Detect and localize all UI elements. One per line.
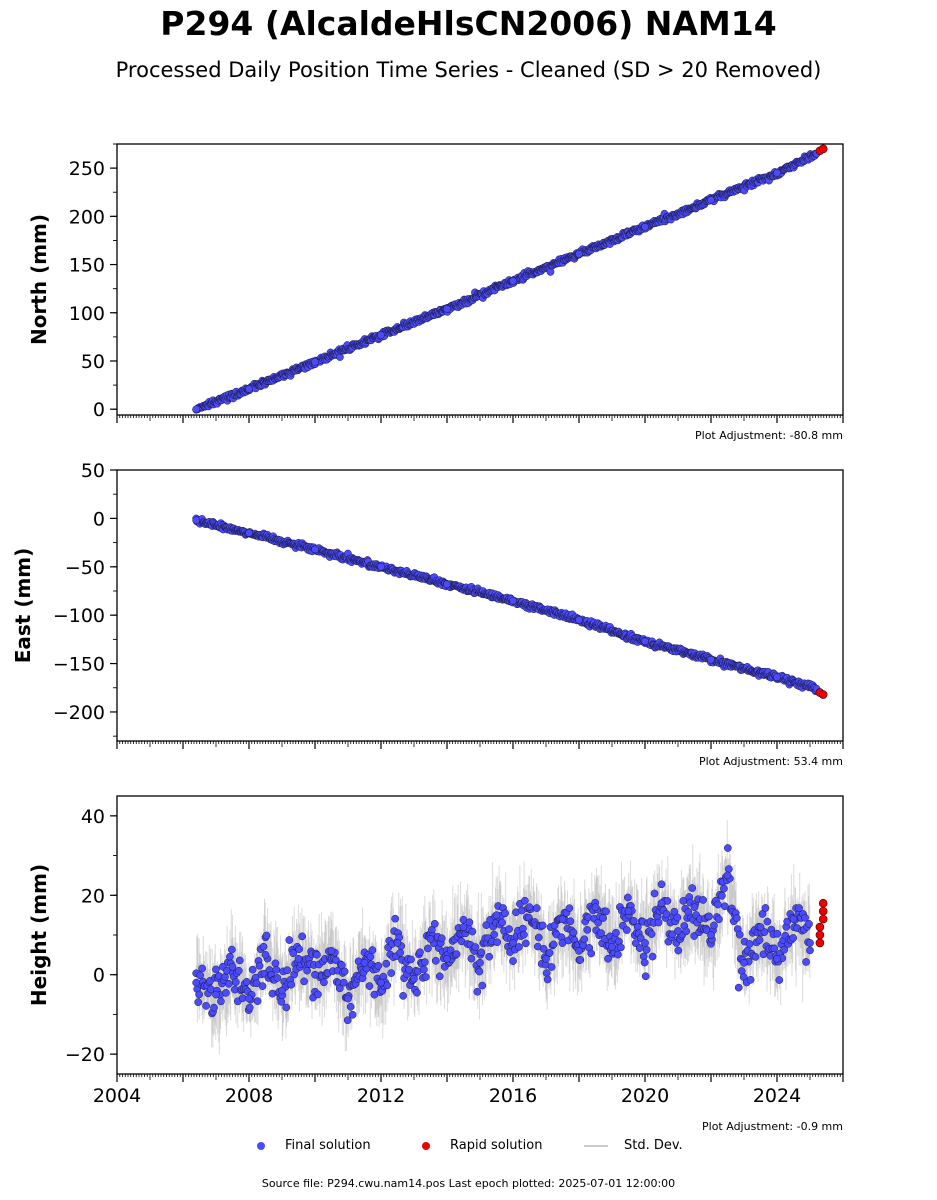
final-point [641,637,649,646]
final-point [311,358,319,366]
plot-frame [116,143,844,416]
y-tick-label: 0 [93,508,105,530]
y-tick-label: 150 [69,255,105,277]
panel-1 [110,143,844,423]
final-point [641,223,649,231]
y-tick-label: −200 [53,702,105,724]
final-point [509,277,517,285]
panel-3 [110,795,844,1082]
y-tick-label: 100 [69,303,105,325]
final-point [192,516,201,525]
panel-2 [110,469,844,749]
rapid-point [818,144,828,154]
final-point [377,562,385,571]
time-series-panels: 0 50 100 150 200 250 North (mm) Plot Adjustment… [11,143,844,1133]
final-solution-points [192,149,821,414]
plot-adjustment: Plot Adjustment: -80.8 mm [695,429,843,442]
final-point [377,331,385,339]
y-axis-label: North (mm) [27,214,51,345]
final-point [575,250,583,258]
plot-frame [116,469,844,742]
rapid-point [818,690,828,699]
y-axis-label: East (mm) [11,548,35,664]
final-point [443,305,451,313]
final-solution-points [192,514,821,696]
plot-adjustment: Plot Adjustment: 53.4 mm [699,755,843,768]
rapid-solution-points [815,688,828,699]
final-point [311,545,319,554]
y-tick-label: −100 [53,605,105,627]
final-point [546,268,555,276]
y-tick-label: −150 [53,654,105,676]
final-point [192,405,201,414]
final-point [245,529,253,537]
final-point [707,196,715,204]
y-tick-label: 0 [93,399,105,421]
final-point [773,673,781,681]
y-tick-label: −50 [65,557,105,579]
y-tick-label: 50 [81,460,105,482]
chart-subtitle: Processed Daily Position Time Series - C… [115,58,822,82]
final-point [245,385,253,393]
y-tick-label: 200 [69,206,105,228]
rapid-solution-points [815,144,828,156]
y-tick-label: 50 [81,351,105,373]
chart-title: P294 (AlcaldeHlsCN2006) NAM14 [160,4,777,43]
final-point [509,596,517,605]
final-point [707,655,715,664]
final-point [773,169,781,177]
final-point [575,616,583,624]
final-point [336,353,344,361]
y-tick-label: 250 [69,158,105,180]
final-point [443,580,451,589]
